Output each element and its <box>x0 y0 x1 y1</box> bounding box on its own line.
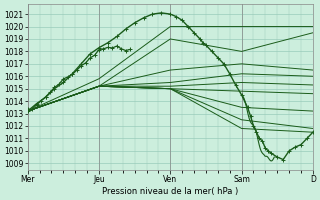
X-axis label: Pression niveau de la mer( hPa ): Pression niveau de la mer( hPa ) <box>102 187 238 196</box>
